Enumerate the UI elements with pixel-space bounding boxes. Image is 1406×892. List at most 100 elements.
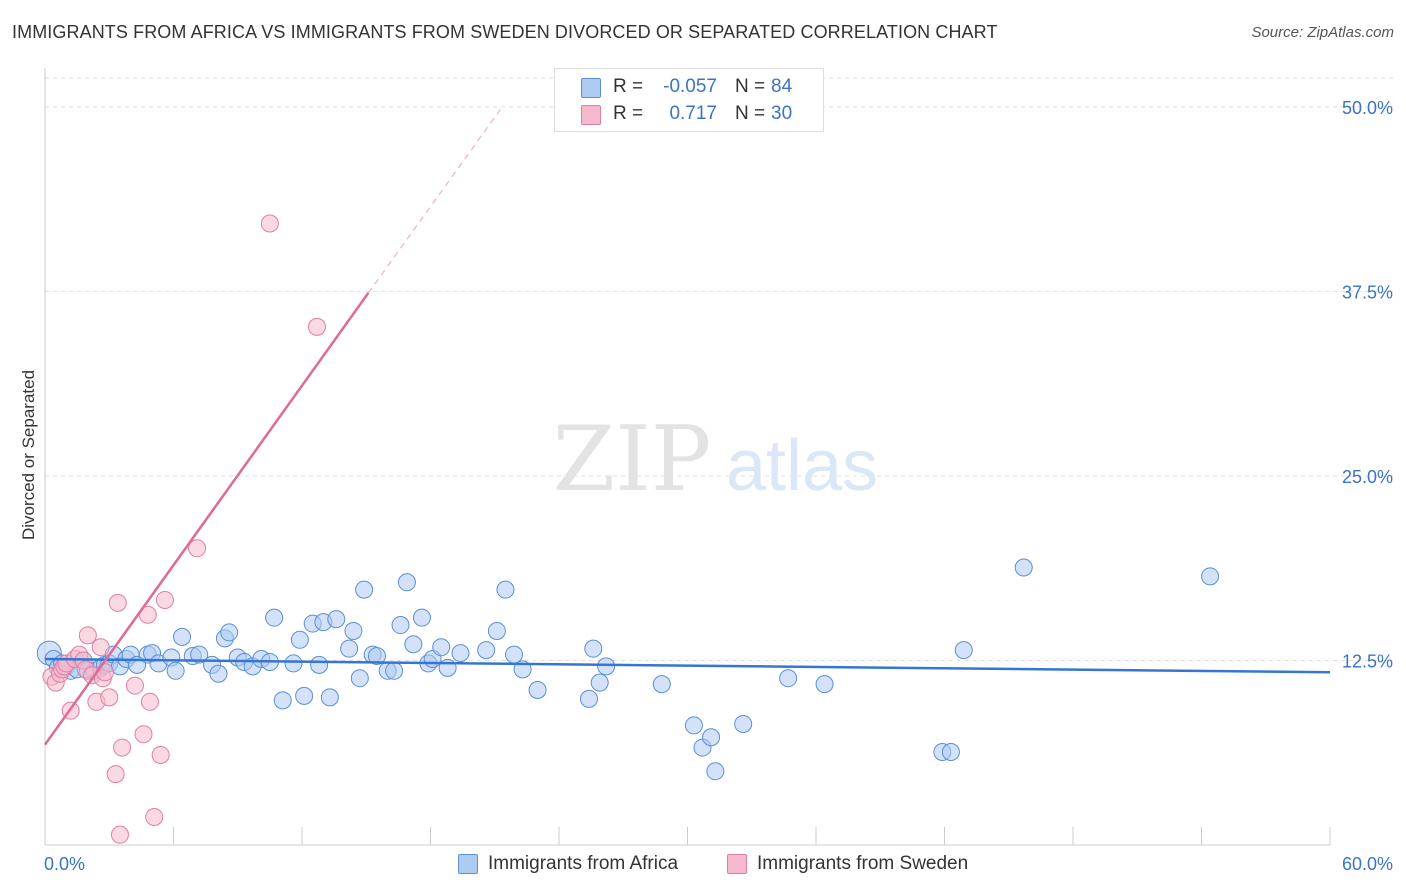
chart-source: Source: ZipAtlas.com: [1251, 24, 1394, 41]
axes-layer: [44, 68, 1331, 846]
x-tick-label: 60.0%: [1342, 854, 1393, 874]
africa-point: [290, 630, 309, 649]
africa-point: [432, 638, 451, 657]
africa-point: [391, 616, 410, 635]
sweden-point: [155, 590, 174, 609]
africa-point: [477, 641, 496, 660]
africa-point: [166, 661, 185, 680]
y-tick-label: 25.0%: [1342, 467, 1393, 487]
sweden-trend-line: [43, 292, 370, 746]
stats-swatch-africa: [581, 78, 601, 98]
africa-point: [344, 621, 363, 640]
stats-n-label: N =: [735, 76, 766, 97]
sweden-point: [100, 688, 119, 707]
africa-point: [1201, 567, 1220, 586]
africa-point: [385, 661, 404, 680]
chart-title: IMMIGRANTS FROM AFRICA VS IMMIGRANTS FRO…: [12, 22, 998, 42]
sweden-point: [260, 214, 279, 233]
africa-point: [1014, 558, 1033, 577]
trend-layer: [43, 108, 1331, 746]
africa-point: [815, 675, 834, 694]
africa-point: [954, 641, 973, 660]
africa-point: [451, 644, 470, 663]
africa-point: [397, 573, 416, 592]
sweden-points: [42, 214, 326, 844]
stats-r-value-africa: -0.057: [663, 76, 717, 97]
stats-swatch-sweden: [581, 105, 601, 125]
africa-point: [941, 743, 960, 761]
africa-point: [340, 639, 359, 658]
africa-point: [209, 664, 228, 683]
stats-r-label: R =: [613, 103, 644, 124]
africa-point: [367, 647, 386, 666]
africa-point: [284, 654, 303, 673]
watermark-atlas: atlas: [726, 426, 878, 506]
sweden-point: [91, 638, 110, 657]
africa-point: [579, 689, 598, 708]
africa-point: [173, 627, 192, 646]
africa-point: [310, 655, 329, 674]
x-tick-label: 0.0%: [44, 854, 85, 874]
africa-point: [734, 714, 753, 733]
stats-n-value-africa: 84: [771, 76, 793, 97]
watermark: ZIP atlas: [553, 407, 878, 512]
stats-n-label: N =: [735, 103, 766, 124]
y-tick-label: 12.5%: [1342, 651, 1393, 671]
africa-point: [404, 635, 423, 654]
sweden-point: [134, 725, 153, 744]
sweden-point: [110, 825, 129, 844]
legend-item-sweden[interactable]: Immigrants from Sweden: [727, 852, 997, 876]
grid-layer: [45, 77, 1395, 661]
legend-label-sweden: Immigrants from Sweden: [757, 853, 969, 874]
legend-item-africa[interactable]: Immigrants from Africa: [458, 852, 708, 876]
stats-box: R = -0.057 N = 84 R = 0.717 N = 30: [554, 68, 824, 132]
africa-point: [590, 673, 609, 692]
sweden-point: [78, 626, 97, 645]
africa-point: [652, 675, 671, 694]
africa-point: [528, 681, 547, 699]
africa-point: [412, 608, 431, 627]
africa-point: [684, 716, 703, 735]
africa-point: [320, 688, 339, 707]
legend-swatch-sweden: [727, 854, 747, 874]
africa-point: [265, 608, 284, 627]
legend-label-africa: Immigrants from Africa: [488, 853, 679, 874]
sweden-point: [125, 676, 144, 695]
africa-point: [273, 691, 292, 710]
y-tick-label: 50.0%: [1342, 98, 1393, 118]
sweden-point: [151, 745, 170, 764]
sweden-point: [108, 593, 127, 612]
africa-point: [350, 669, 369, 688]
africa-point: [355, 580, 374, 599]
watermark-zip: ZIP: [553, 407, 712, 512]
africa-point: [597, 657, 616, 676]
sweden-trend-extension: [367, 108, 502, 294]
africa-point: [487, 621, 506, 640]
africa-point: [702, 728, 721, 747]
africa-point: [505, 645, 524, 664]
sweden-point: [188, 539, 207, 558]
stats-row-sweden: R = 0.717 N = 30: [555, 101, 823, 127]
sweden-point: [113, 738, 132, 757]
sweden-point: [95, 663, 114, 682]
africa-point: [327, 610, 346, 629]
africa-point: [190, 645, 209, 664]
africa-point: [706, 762, 725, 781]
stats-row-africa: R = -0.057 N = 84: [555, 74, 823, 100]
africa-point: [295, 686, 314, 705]
sweden-point: [145, 807, 164, 826]
africa-point: [584, 639, 603, 658]
africa-point: [779, 669, 798, 688]
tick-labels: 12.5% 25.0% 37.5% 50.0% 0.0% 60.0%: [44, 98, 1393, 874]
sweden-point: [106, 765, 125, 784]
sweden-point: [307, 317, 326, 336]
legend-swatch-africa: [458, 854, 478, 874]
stats-r-label: R =: [613, 76, 644, 97]
y-tick-label: 37.5%: [1342, 282, 1393, 302]
y-axis-label: Divorced or Separated: [19, 370, 38, 540]
africa-point: [220, 623, 239, 642]
stats-n-value-sweden: 30: [771, 103, 793, 124]
africa-point: [496, 580, 515, 599]
africa-trend-line: [44, 657, 1331, 674]
